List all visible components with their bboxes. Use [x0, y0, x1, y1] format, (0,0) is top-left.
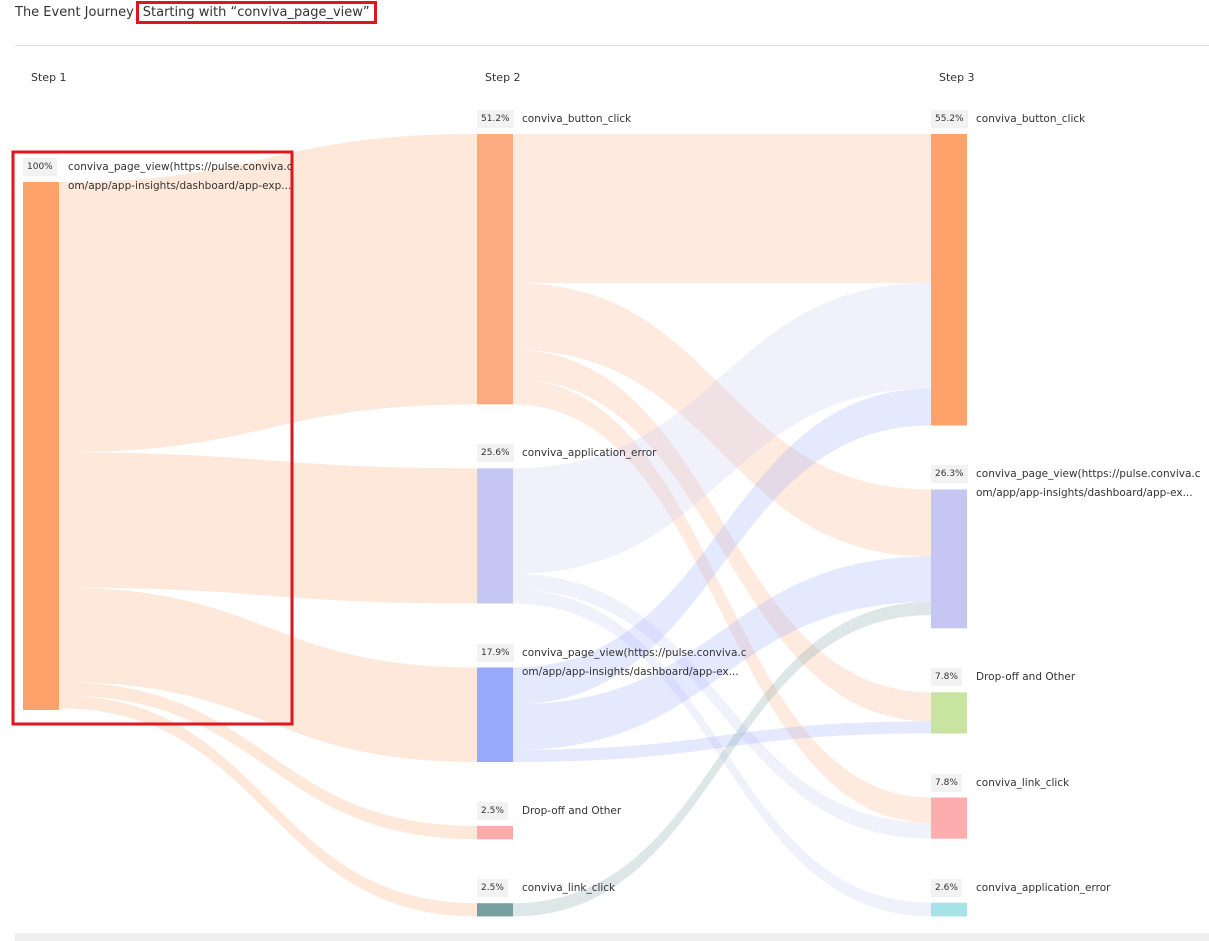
node-label: conviva_page_view(https://pulse.conviva.… — [522, 646, 747, 678]
node-bar — [477, 667, 513, 763]
flow — [59, 695, 477, 917]
node-label: Drop-off and Other — [976, 671, 1076, 684]
flow — [59, 682, 477, 840]
flow — [513, 721, 931, 763]
node-bar — [477, 903, 513, 917]
node-label: conviva_page_view(https://pulse.conviva.… — [68, 161, 293, 192]
flow — [513, 282, 931, 574]
node-percent: 51.2% — [477, 110, 514, 128]
flow — [513, 349, 931, 722]
node-bar — [931, 797, 967, 839]
node-bar — [477, 468, 513, 604]
flow — [513, 378, 931, 823]
node-percent: 7.8% — [931, 668, 962, 687]
flow — [59, 587, 477, 763]
node-bar — [477, 134, 513, 405]
node-label: conviva_link_click — [976, 776, 1070, 789]
node-bar — [23, 182, 59, 710]
node-bar — [931, 489, 967, 629]
node-bar — [931, 692, 967, 734]
chart-subtitle: Starting with “conviva_page_view” — [135, 1, 377, 24]
node-percent: 17.9% — [477, 643, 514, 662]
scroll-strip — [15, 933, 1209, 941]
node-percent: 2.5% — [477, 802, 508, 821]
flow — [513, 589, 931, 917]
node-percent: 26.3% — [931, 465, 968, 484]
node-label: conviva_button_click — [976, 113, 1086, 125]
node-percent: 2.6% — [931, 878, 962, 897]
flow — [59, 134, 477, 453]
step-label: Step 3 — [939, 71, 975, 84]
node-bar — [931, 902, 967, 917]
chart-title: The Event Journey — [15, 5, 134, 20]
node-percent: 100% — [23, 158, 57, 176]
highlight-box — [11, 150, 294, 726]
flow — [513, 388, 931, 705]
step-label: Step 1 — [31, 71, 67, 84]
flow — [513, 134, 931, 283]
node-label: conviva_page_view(https://pulse.conviva.… — [976, 468, 1201, 500]
node-percent: 55.2% — [931, 110, 968, 128]
flow — [59, 452, 477, 604]
divider — [15, 45, 1209, 46]
node-label: conviva_application_error — [522, 447, 657, 460]
node-percent: 25.6% — [477, 444, 514, 463]
flow — [513, 601, 931, 917]
node-bar — [477, 826, 513, 840]
header: The Event Journey Starting with “conviva_… — [15, 1, 377, 24]
node-percent: 7.8% — [931, 773, 962, 792]
node-label: conviva_application_error — [976, 881, 1111, 894]
node-label: conviva_link_click — [522, 882, 616, 895]
step-label: Step 2 — [485, 71, 521, 84]
node-label: conviva_button_click — [522, 113, 632, 125]
flow — [513, 282, 931, 557]
flow — [513, 573, 931, 839]
flow — [513, 556, 931, 750]
node-percent: 2.5% — [477, 879, 508, 898]
node-bar — [931, 134, 967, 426]
node-label: Drop-off and Other — [522, 805, 622, 818]
